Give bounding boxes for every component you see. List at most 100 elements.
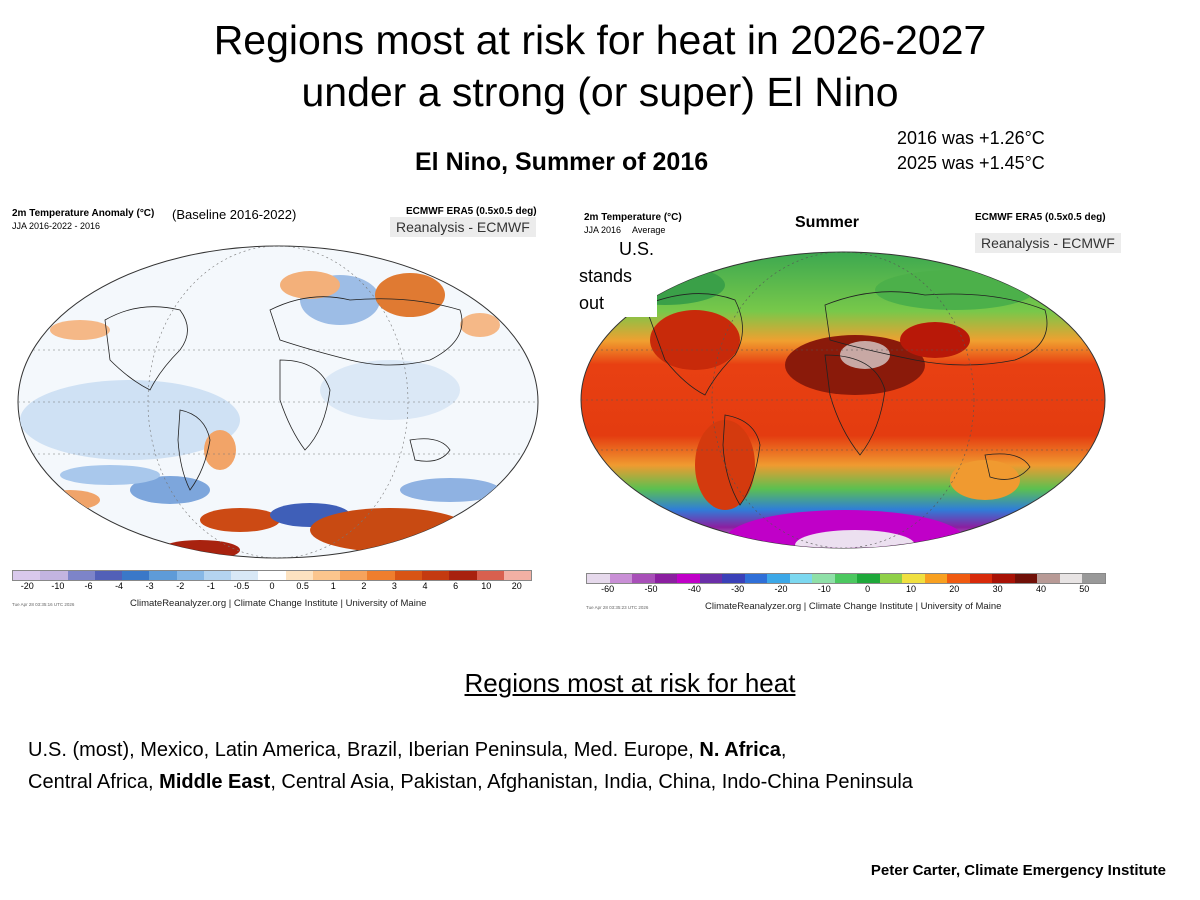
left-colorbar-swatch <box>449 571 477 580</box>
right-colorbar-swatch <box>609 574 633 583</box>
right-colorbar-strip <box>586 573 1106 584</box>
left-colorbar-swatch <box>40 571 68 580</box>
left-colorbar-swatch <box>367 571 395 580</box>
left-colorbar-swatch <box>122 571 150 580</box>
anomaly-2016: 2016 was +1.26°C <box>897 128 1045 148</box>
left-colorbar-tick: -0.5 <box>233 581 250 591</box>
left-colorbar-tick: 20 <box>511 581 522 591</box>
temperature-graticule <box>581 252 1105 548</box>
left-colorbar-ticks: -20 -10 -6 -4 -3 -2 -1 -0.5 0 0.5 1 2 3 4 6 10 20 <box>12 581 532 591</box>
right-colorbar-swatch <box>1014 574 1038 583</box>
right-colorbar-swatch <box>767 574 790 583</box>
right-map-subheading: JJA 2016 <box>584 225 622 235</box>
right-colorbar-tick: 20 <box>949 584 960 594</box>
risk-list: U.S. (most), Mexico, Latin America, Braz… <box>28 734 913 798</box>
right-colorbar-swatch <box>1059 574 1083 583</box>
left-map-credit: ClimateReanalyzer.org | Climate Change I… <box>130 598 427 609</box>
left-map-source: ECMWF ERA5 (0.5x0.5 deg) <box>406 206 537 217</box>
left-colorbar-tick: -4 <box>115 581 124 591</box>
left-colorbar-tick: 2 <box>361 581 367 591</box>
right-colorbar-tick: 50 <box>1079 584 1090 594</box>
right-map-badge: Reanalysis - ECMWF <box>975 233 1121 253</box>
left-colorbar-swatch <box>476 571 504 580</box>
left-colorbar-tick: -2 <box>176 581 185 591</box>
risk-line-1-text: U.S. (most), Mexico, Latin America, Braz… <box>28 739 700 761</box>
left-colorbar-swatch <box>176 571 204 580</box>
anomaly-2025: 2025 was +1.45°C <box>897 153 1045 173</box>
right-colorbar-swatch <box>812 574 835 583</box>
right-colorbar-swatch <box>947 574 970 583</box>
subtitle: El Nino, Summer of 2016 <box>415 148 709 176</box>
left-colorbar-swatch <box>340 571 368 580</box>
left-colorbar: -20 -10 -6 -4 -3 -2 -1 -0.5 0 0.5 1 2 3 4 6 10 20 <box>12 570 532 591</box>
right-colorbar-swatch <box>1082 574 1105 583</box>
anomaly-patches <box>20 271 500 558</box>
right-colorbar-tick: -10 <box>817 584 831 594</box>
annotation-line-2: stands <box>579 266 633 286</box>
right-colorbar-swatch <box>902 574 925 583</box>
us-annotation: U.S. stands out <box>576 236 658 317</box>
risk-line-2: Central Africa, Middle East, Central Asi… <box>28 766 913 798</box>
left-colorbar-tick: -3 <box>145 581 154 591</box>
slide-title: Regions most at risk for heat in 2026-20… <box>0 14 1200 118</box>
right-colorbar-ticks: -60 -50 -40 -30 -20 -10 0 10 20 30 40 50 <box>586 584 1106 594</box>
right-colorbar-swatch <box>722 574 745 583</box>
right-colorbar-tick: 0 <box>865 584 871 594</box>
right-colorbar-swatch <box>924 574 948 583</box>
risk-line-1-end: , <box>780 739 787 761</box>
right-map-title: Summer <box>795 214 860 231</box>
left-colorbar-swatch <box>394 571 422 580</box>
left-colorbar-strip <box>12 570 532 581</box>
right-colorbar-swatch <box>1037 574 1060 583</box>
left-colorbar-tick: 4 <box>422 581 428 591</box>
risk-line-1: U.S. (most), Mexico, Latin America, Braz… <box>28 734 913 766</box>
left-map-heading: 2m Temperature Anomaly (°C) <box>12 208 155 219</box>
right-map-source: ECMWF ERA5 (0.5x0.5 deg) <box>975 212 1106 223</box>
author-credit: Peter Carter, Climate Emergency Institut… <box>870 862 1166 879</box>
left-colorbar-swatch <box>94 571 123 580</box>
left-colorbar-swatch <box>13 571 41 580</box>
right-colorbar-tick: -60 <box>601 584 615 594</box>
right-colorbar-swatch <box>969 574 993 583</box>
right-map-heading: 2m Temperature (°C) <box>584 212 682 223</box>
left-colorbar-tick: -20 <box>20 581 34 591</box>
right-colorbar-swatch <box>654 574 678 583</box>
left-colorbar-swatch <box>421 571 450 580</box>
right-colorbar-swatch <box>857 574 880 583</box>
right-colorbar-tick: 30 <box>992 584 1003 594</box>
right-colorbar-swatch <box>992 574 1015 583</box>
left-colorbar-swatch <box>203 571 232 580</box>
temperature-map <box>580 251 1106 549</box>
left-colorbar-tick: 0 <box>269 581 275 591</box>
right-colorbar-swatch <box>587 574 610 583</box>
right-colorbar: -60 -50 -40 -30 -20 -10 0 10 20 30 40 50 <box>586 573 1106 594</box>
right-colorbar-swatch <box>789 574 813 583</box>
risk-middle-east: Middle East <box>159 771 271 793</box>
right-map-average: Average <box>632 225 666 235</box>
left-colorbar-swatch <box>503 571 532 580</box>
right-colorbar-swatch <box>834 574 858 583</box>
left-colorbar-swatch <box>231 571 259 580</box>
right-colorbar-swatch <box>699 574 723 583</box>
left-colorbar-tick: 6 <box>453 581 459 591</box>
right-map-timestamp: Tue Apr 28 03:35:23 UTC 2026 <box>586 605 649 610</box>
right-colorbar-tick: 10 <box>905 584 916 594</box>
annotation-line-3: out <box>579 293 605 313</box>
risk-heading: Regions most at risk for heat <box>464 668 796 698</box>
risk-line-2-start: Central Africa, <box>28 771 160 793</box>
left-colorbar-tick: 0.5 <box>296 581 309 591</box>
risk-line-2-text: , Central Asia, Pakistan, Afghanistan, I… <box>270 771 913 793</box>
annotation-line-1: U.S. <box>619 239 655 259</box>
left-colorbar-swatch <box>149 571 177 580</box>
right-colorbar-tick: -50 <box>644 584 658 594</box>
left-colorbar-tick: -6 <box>84 581 93 591</box>
left-colorbar-tick: 10 <box>481 581 492 591</box>
left-colorbar-tick: 1 <box>330 581 336 591</box>
left-map-baseline: (Baseline 2016-2022) <box>172 207 297 222</box>
left-colorbar-tick: 3 <box>391 581 397 591</box>
title-line-1: Regions most at risk for heat in 2026-20… <box>213 17 987 63</box>
left-map-timestamp: Tue Apr 28 03:35:16 UTC 2026 <box>12 602 75 607</box>
title-line-2: under a strong (or super) El Nino <box>301 69 899 115</box>
left-colorbar-swatch <box>67 571 95 580</box>
temperature-coastlines <box>644 291 1048 506</box>
